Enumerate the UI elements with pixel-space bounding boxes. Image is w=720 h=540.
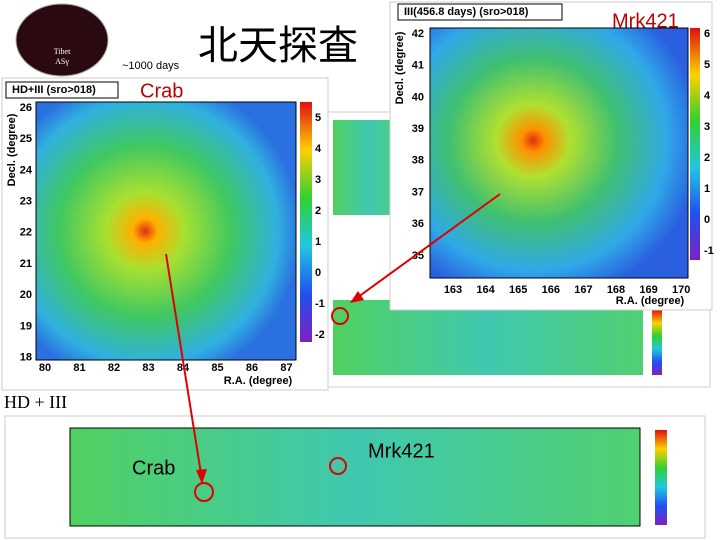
scale-tick-label: 1 xyxy=(704,183,710,195)
color-bar xyxy=(690,28,700,260)
scale-tick-label: 3 xyxy=(704,121,710,133)
color-bar xyxy=(652,310,662,375)
scale-tick-label: 5 xyxy=(315,112,321,124)
source-circle xyxy=(194,482,214,502)
source-label: Crab xyxy=(140,80,183,102)
scale-tick-label: 4 xyxy=(704,90,711,102)
x-tick-label: 163 xyxy=(444,284,462,296)
scale-tick-label: 2 xyxy=(704,152,710,164)
y-tick-label: 20 xyxy=(20,289,32,301)
y-tick-label: 35 xyxy=(412,250,424,262)
y-tick-label: 39 xyxy=(412,123,424,135)
x-tick-label: 81 xyxy=(73,362,85,374)
scale-tick-label: 1 xyxy=(315,236,321,248)
scale-tick-label: 2 xyxy=(315,205,321,217)
source-label: Mrk421 xyxy=(612,10,679,32)
x-tick-label: 87 xyxy=(280,362,292,374)
y-tick-label: 24 xyxy=(20,164,33,176)
x-tick-label: 86 xyxy=(246,362,258,374)
scale-tick-label: -2 xyxy=(315,329,325,341)
arrow-head xyxy=(350,291,364,303)
x-tick-label: 82 xyxy=(108,362,120,374)
source-label: Mrk421 xyxy=(368,440,435,462)
y-tick-label: 22 xyxy=(20,227,32,239)
x-tick-label: 165 xyxy=(509,284,527,296)
y-tick-label: 18 xyxy=(20,352,32,364)
arrow xyxy=(165,253,203,481)
source-label: Crab xyxy=(132,457,175,479)
heatmap xyxy=(429,27,689,279)
x-tick-label: 164 xyxy=(476,284,495,296)
scale-tick-label: 3 xyxy=(315,174,321,186)
heatmap xyxy=(333,300,643,375)
y-tick-label: 19 xyxy=(20,320,32,332)
y-axis-label: Decl. (degree) xyxy=(394,31,406,104)
scale-tick-label: 6 xyxy=(704,28,710,40)
color-bar xyxy=(655,430,667,525)
scale-tick-label: -1 xyxy=(315,298,325,310)
logo xyxy=(15,3,109,77)
y-tick-label: 26 xyxy=(20,102,32,114)
scale-tick-label: 0 xyxy=(704,214,710,226)
scale-tick-label: 5 xyxy=(704,59,710,71)
y-tick-label: 42 xyxy=(412,28,424,40)
x-tick-label: 80 xyxy=(39,362,51,374)
source-circle xyxy=(329,457,347,475)
y-tick-label: 41 xyxy=(412,60,424,72)
logo-text: Tibet xyxy=(54,47,71,56)
scale-tick-label: 4 xyxy=(315,143,322,155)
scale-tick-label: -1 xyxy=(704,245,714,257)
section-label: HD + III xyxy=(4,392,67,412)
slide-title: 北天探査 xyxy=(198,23,358,69)
x-tick-label: 167 xyxy=(574,284,592,296)
color-bar xyxy=(300,102,312,342)
x-tick-label: 170 xyxy=(672,284,690,296)
y-tick-label: 36 xyxy=(412,218,424,230)
arrow xyxy=(353,193,501,301)
x-tick-label: 83 xyxy=(142,362,154,374)
y-tick-label: 40 xyxy=(412,91,424,103)
y-tick-label: 23 xyxy=(20,196,32,208)
panel-header-text: III(456.8 days) (sro>018) xyxy=(404,6,529,18)
x-tick-label: 85 xyxy=(211,362,223,374)
panel-header xyxy=(397,3,563,21)
x-tick-label: 168 xyxy=(607,284,625,296)
scale-tick-label: 0 xyxy=(315,267,321,279)
y-tick-label: 25 xyxy=(20,133,32,145)
panel-header xyxy=(5,81,119,99)
logo-text: ASγ xyxy=(55,57,69,66)
y-axis-label: Decl. (degree) xyxy=(6,113,18,186)
duration-note: ~1000 days xyxy=(122,60,180,72)
y-tick-label: 38 xyxy=(412,155,424,167)
y-tick-label: 37 xyxy=(412,186,424,198)
x-tick-label: 166 xyxy=(542,284,560,296)
source-circle xyxy=(331,307,349,325)
heatmap xyxy=(35,101,297,361)
x-tick-label: 169 xyxy=(639,284,657,296)
y-tick-label: 21 xyxy=(20,258,32,270)
panel-header-text: HD+III (sro>018) xyxy=(12,84,96,96)
x-axis-label: R.A. (degree) xyxy=(616,295,685,307)
heatmap xyxy=(69,427,641,527)
arrow-head xyxy=(196,469,207,484)
x-axis-label: R.A. (degree) xyxy=(224,375,293,387)
